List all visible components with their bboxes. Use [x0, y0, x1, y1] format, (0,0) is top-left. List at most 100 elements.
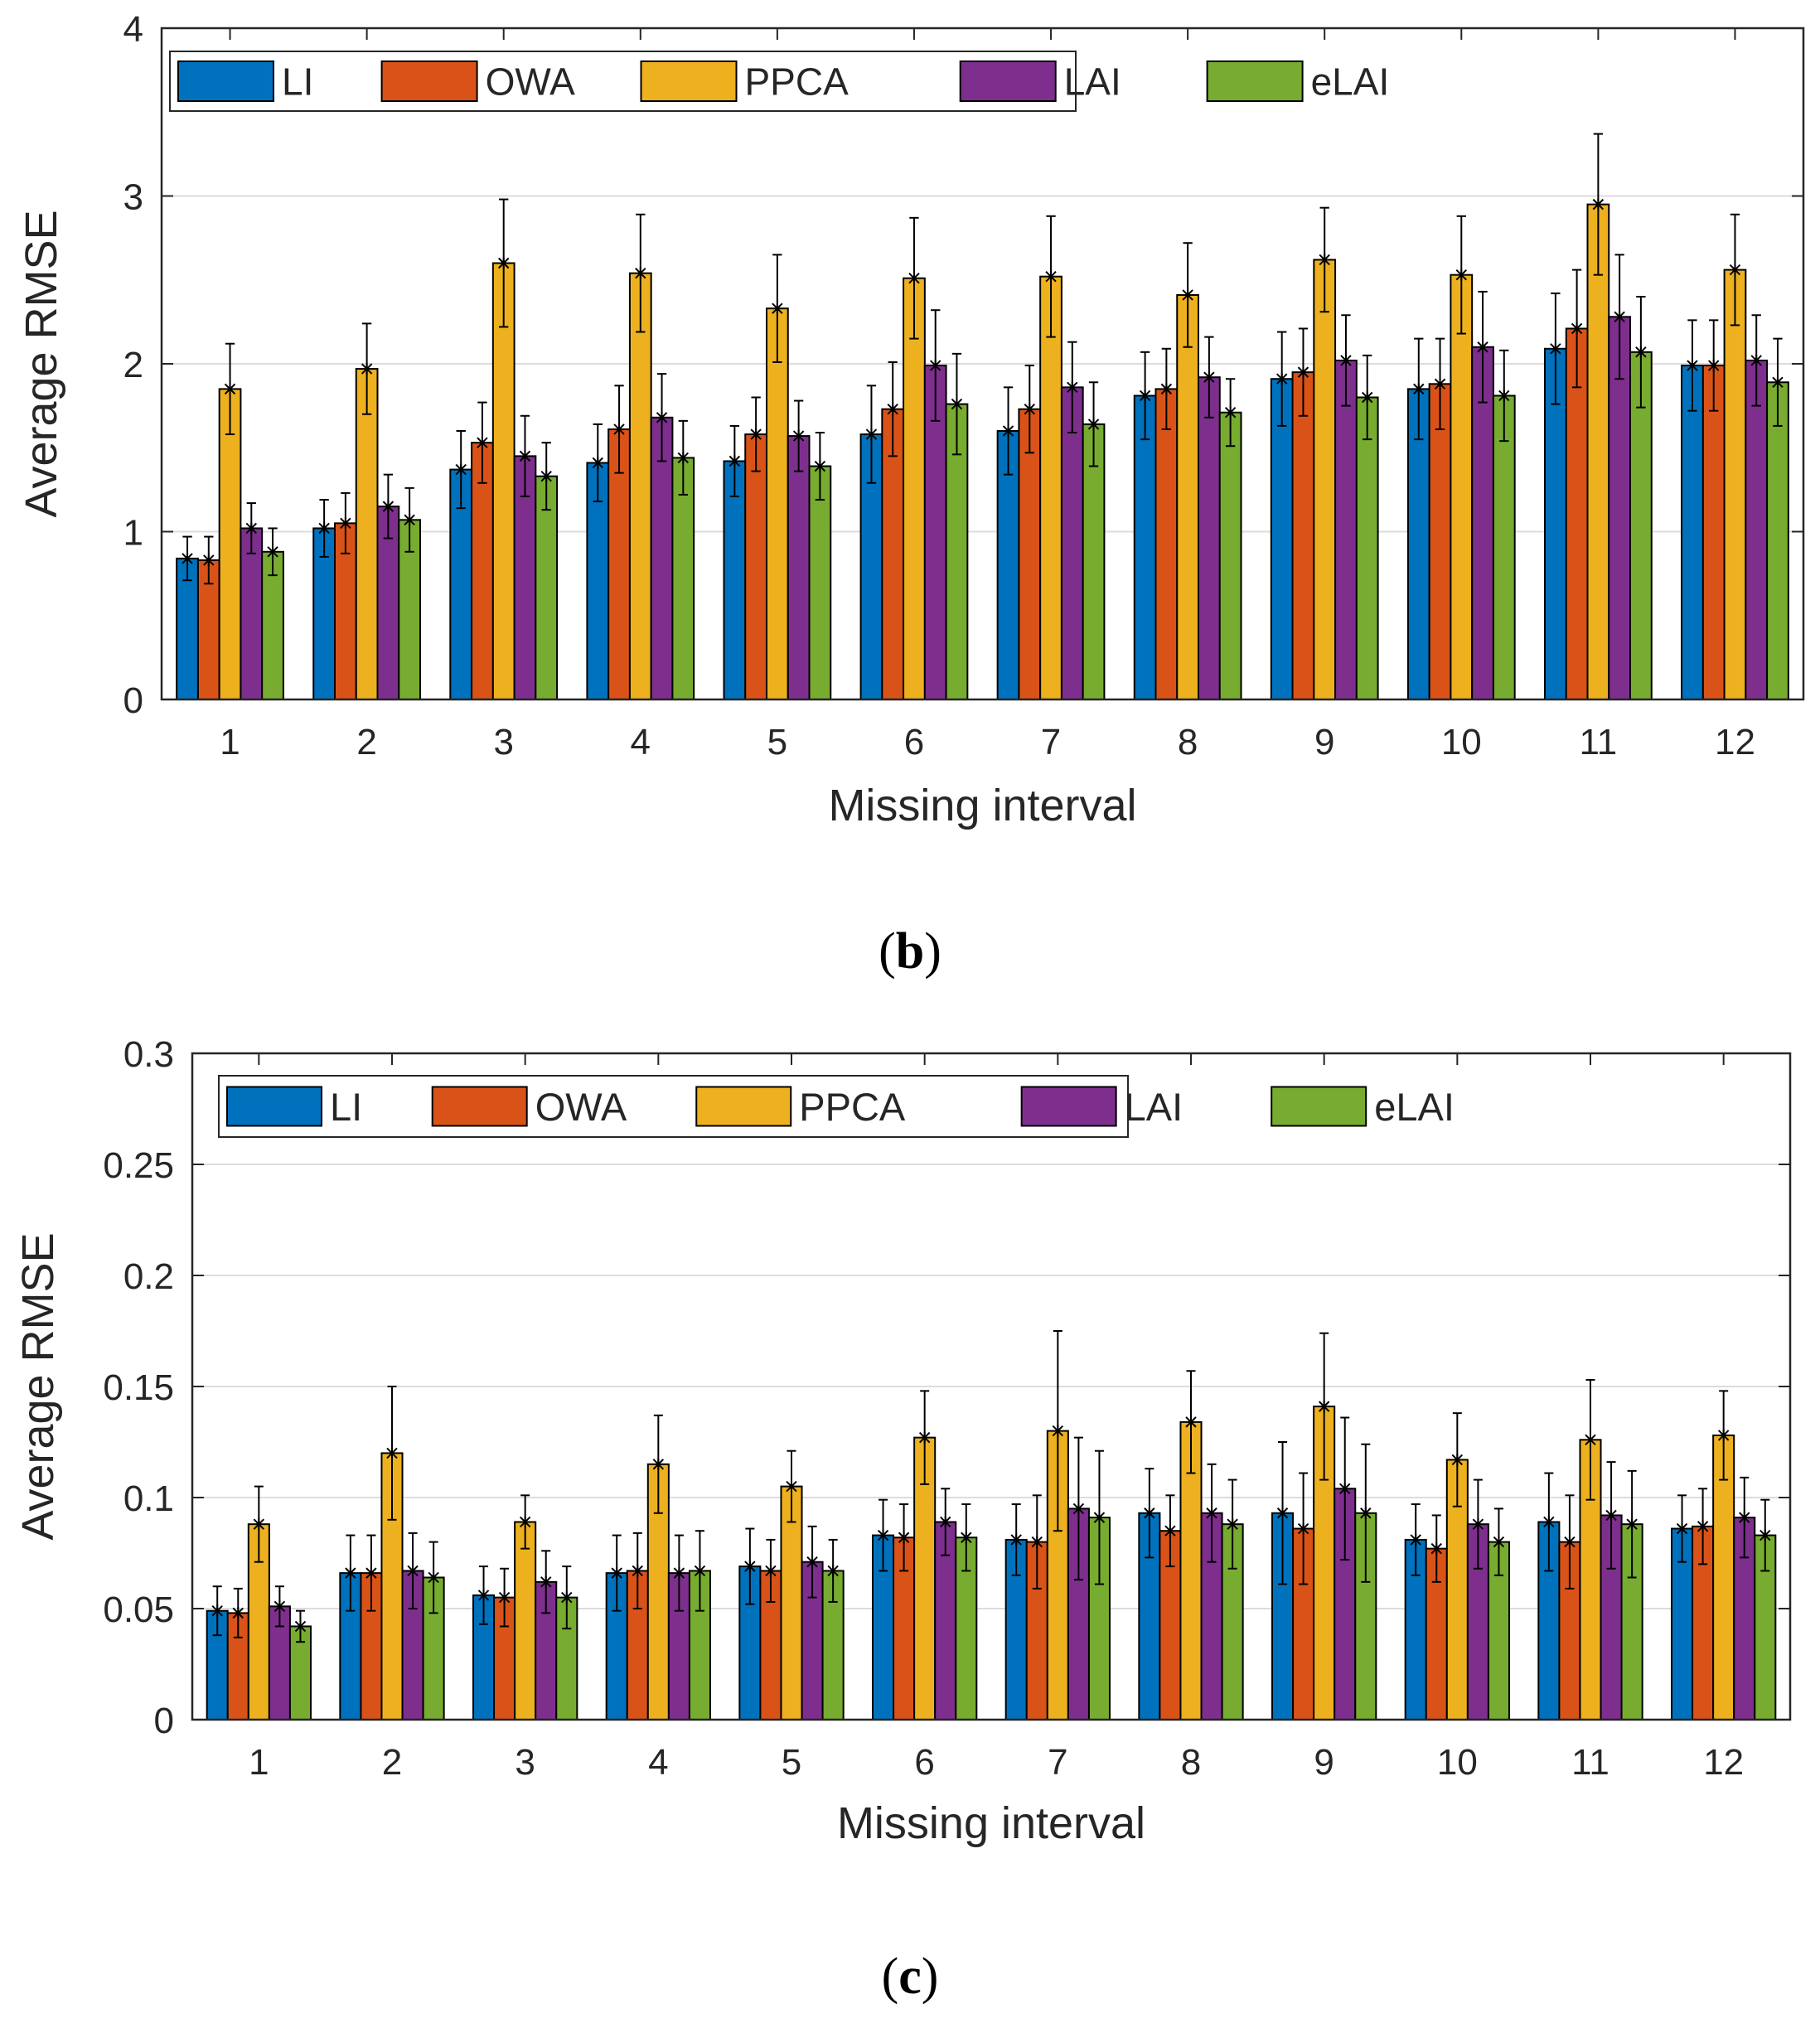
error-bar	[1275, 331, 1288, 427]
error-bar	[1206, 1463, 1217, 1563]
error-bar	[961, 1503, 972, 1572]
error-bar	[728, 424, 741, 497]
error-bar	[1227, 1478, 1238, 1570]
marker-asterisk	[656, 411, 668, 423]
x-tick-label: 6	[904, 722, 924, 762]
legend-label-li: LI	[282, 60, 313, 104]
y-tick-label: 4	[123, 9, 143, 50]
marker-asterisk	[1144, 1507, 1155, 1519]
error-bar	[1297, 327, 1309, 417]
bar-li-4	[586, 462, 610, 700]
marker-asterisk	[1772, 376, 1784, 389]
bar-elai-4	[671, 457, 695, 701]
error-bar	[765, 1538, 777, 1603]
marker-asterisk	[1550, 342, 1561, 355]
marker-asterisk	[1676, 1522, 1688, 1535]
error-bar	[1571, 269, 1583, 389]
bar-owa-11	[1565, 327, 1589, 700]
marker-asterisk	[1455, 269, 1467, 281]
bar-owa-8	[1154, 388, 1179, 700]
error-bar	[1772, 337, 1784, 427]
marker-asterisk	[1697, 1520, 1709, 1533]
marker-asterisk	[1477, 341, 1488, 353]
y-tick-label: 0.05	[103, 1590, 174, 1630]
error-bar	[224, 342, 236, 436]
error-bar	[1067, 341, 1078, 434]
marker-asterisk	[1031, 1536, 1043, 1548]
marker-asterisk	[865, 428, 878, 441]
marker-asterisk	[632, 1565, 643, 1577]
error-bar	[386, 1386, 398, 1521]
bar-ppca-3	[514, 1521, 537, 1720]
marker-asterisk	[1182, 288, 1193, 302]
marker-asterisk	[918, 1431, 931, 1444]
marker-asterisk	[673, 1566, 685, 1580]
error-bar	[877, 1498, 889, 1572]
legend-swatch-li	[177, 60, 274, 102]
error-bar	[498, 198, 510, 328]
error-bar	[540, 1550, 552, 1614]
y-tick-label: 0.2	[123, 1256, 174, 1297]
marker-asterisk	[1413, 383, 1425, 395]
error-bar	[1318, 1332, 1330, 1481]
bar-owa-9	[1291, 371, 1315, 700]
error-bar	[1477, 290, 1488, 404]
bar-ppca-4	[628, 272, 652, 700]
error-bar	[1739, 1476, 1750, 1559]
marker-asterisk	[211, 1604, 223, 1617]
error-bar	[232, 1587, 244, 1638]
marker-asterisk	[345, 1566, 356, 1580]
bar-ppca-5	[765, 307, 789, 700]
error-bar	[1072, 1436, 1085, 1581]
legend-swatch-li	[226, 1086, 322, 1127]
bar-owa-10	[1428, 383, 1452, 700]
marker-asterisk	[677, 452, 690, 464]
marker-asterisk	[1024, 403, 1035, 415]
error-bar	[1413, 337, 1425, 441]
marker-asterisk	[267, 545, 278, 558]
marker-asterisk	[498, 1591, 511, 1604]
x-tick-label: 2	[356, 722, 376, 762]
error-bar	[1360, 1443, 1372, 1583]
error-bar	[1164, 1494, 1176, 1568]
error-bar	[1434, 337, 1446, 430]
marker-asterisk	[827, 1565, 839, 1577]
marker-asterisk	[253, 1517, 265, 1531]
error-bar	[203, 535, 215, 585]
marker-asterisk	[1687, 359, 1698, 372]
marker-asterisk	[318, 522, 330, 535]
marker-asterisk	[203, 554, 215, 567]
error-bar	[253, 1485, 265, 1563]
error-bar	[1045, 215, 1057, 338]
bar-elai-9	[1355, 396, 1379, 700]
marker-asterisk	[1451, 1454, 1464, 1466]
marker-asterisk	[611, 1566, 622, 1580]
error-bar	[1729, 213, 1741, 327]
marker-asterisk	[1072, 1503, 1085, 1515]
bar-ppca-1	[218, 388, 242, 700]
error-bar	[898, 1503, 910, 1572]
x-tick-label: 8	[1178, 722, 1198, 762]
error-bar	[635, 213, 646, 333]
bar-ppca-12	[1723, 269, 1747, 701]
legend-label-li: LI	[330, 1085, 362, 1129]
marker-asterisk	[1318, 1400, 1330, 1413]
error-bar	[365, 1534, 377, 1612]
marker-asterisk	[1093, 1511, 1106, 1524]
legend-swatch-owa	[380, 60, 478, 102]
marker-asterisk	[814, 460, 826, 472]
x-tick-label: 3	[515, 1742, 535, 1783]
error-bar	[613, 385, 625, 474]
error-bar	[1543, 1472, 1555, 1572]
bar-lai-11	[1608, 316, 1632, 700]
error-bar	[611, 1534, 622, 1612]
error-bar	[652, 1414, 665, 1514]
error-bar	[1297, 1472, 1309, 1585]
error-bar	[182, 535, 193, 582]
marker-asterisk	[1275, 373, 1288, 385]
marker-asterisk	[1592, 198, 1605, 211]
y-tick-label: 0.25	[103, 1145, 174, 1186]
error-bar	[1203, 336, 1215, 419]
panel-c-chart: 00.050.10.150.20.250.31 2 3 4 5 6 7 8 9 10 11 12Mis…	[13, 1034, 1792, 2005]
error-bar	[345, 1534, 356, 1612]
